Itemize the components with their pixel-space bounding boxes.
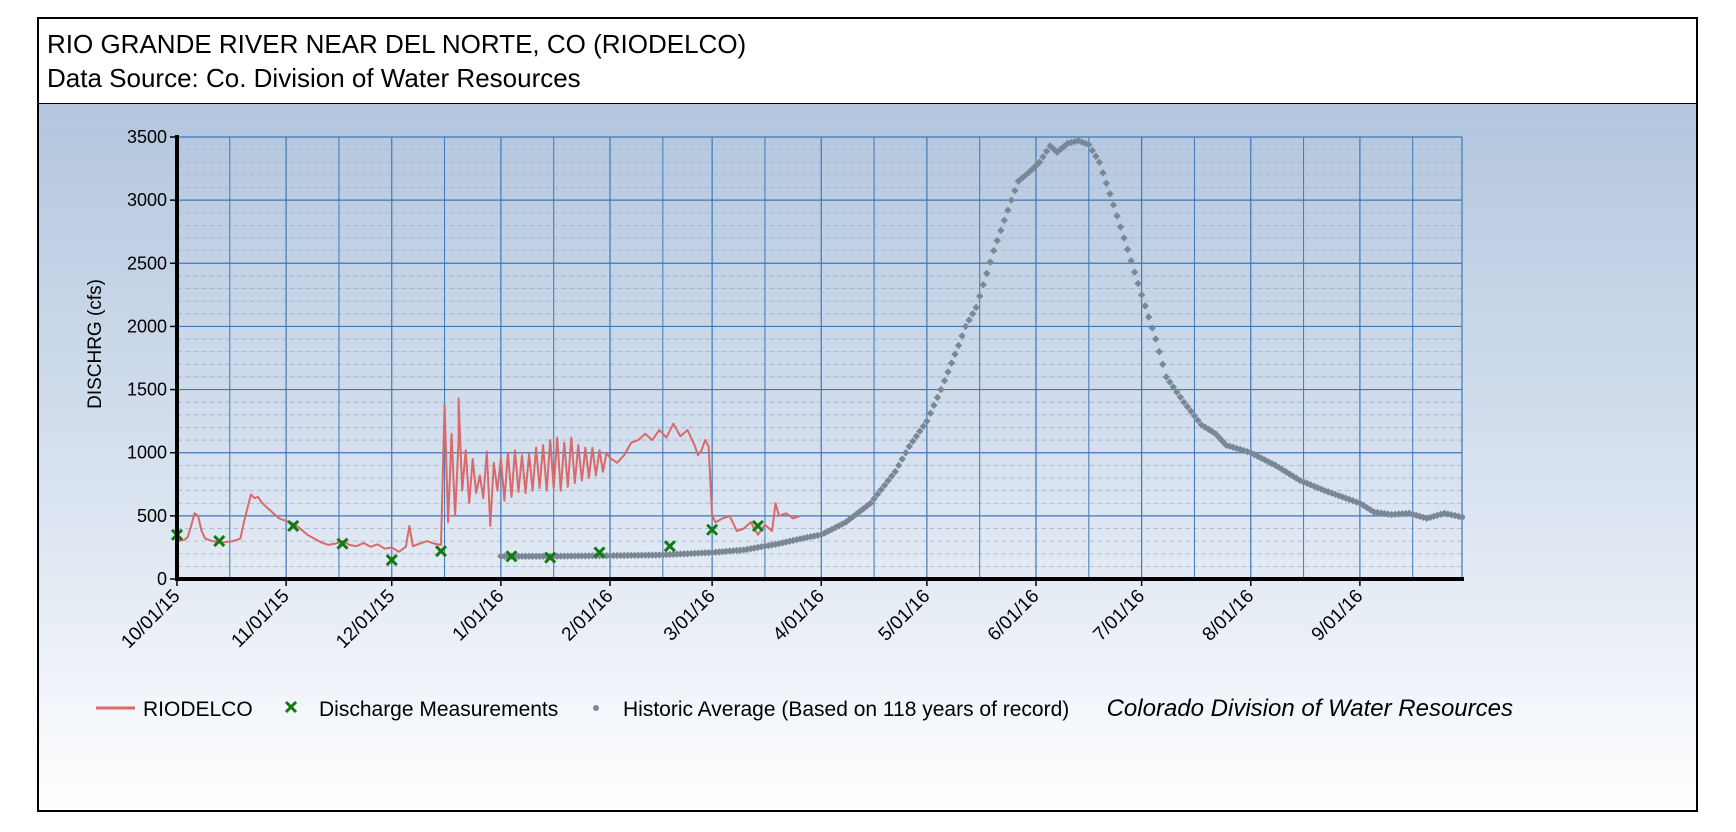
historic-average-point — [895, 461, 903, 470]
discharge-measurement-marker — [434, 545, 448, 558]
historic-average-point — [961, 322, 970, 331]
historic-average-point — [965, 316, 973, 324]
historic-average-point — [923, 417, 931, 425]
y-axis-ticks: 0 500 1000 1500 2000 2500 3000 3500 — [127, 127, 177, 589]
historic-average-point — [947, 359, 956, 367]
historic-average-point — [997, 226, 1005, 235]
historic-average-point — [986, 258, 994, 266]
marker-stroke — [751, 519, 764, 533]
historic-average-point — [916, 427, 924, 435]
riodelco-series — [176, 397, 801, 553]
discharge-measurement-marker — [663, 540, 676, 553]
historic-average-point — [1004, 206, 1012, 214]
axes — [175, 135, 1464, 581]
chart-header: RIO GRANDE RIVER NEAR DEL NORTE, CO (RIO… — [39, 19, 1696, 104]
historic-average-point — [912, 432, 920, 440]
historic-average-point — [887, 472, 896, 480]
historic-average-point — [926, 409, 935, 417]
historic-average-point — [884, 477, 892, 485]
marker-stroke — [544, 551, 557, 564]
y-tick-label: 1000 — [127, 443, 167, 463]
historic-average-point — [880, 481, 889, 489]
discharge-measurement-marker — [544, 551, 557, 564]
discharge-measurement-marker — [706, 523, 719, 536]
historic-average-point — [937, 385, 945, 394]
chart-frame: RIO GRANDE RIVER NEAR DEL NORTE, CO (RIO… — [37, 17, 1698, 812]
chart-subtitle: Data Source: Co. Division of Water Resou… — [47, 63, 581, 93]
historic-average-point — [976, 292, 984, 300]
discharge-measurement-marker — [213, 535, 226, 548]
historic-average-point — [1459, 514, 1465, 521]
marker-stroke — [385, 553, 398, 567]
historic-average-point — [909, 437, 917, 446]
marker-stroke — [593, 546, 606, 559]
y-axis-title: DISCHRG (cfs) — [85, 279, 106, 409]
discharge-measurement-marker — [287, 519, 300, 533]
historic-average-point — [944, 368, 952, 376]
chart-title: RIO GRANDE RIVER NEAR DEL NORTE, CO (RIO… — [47, 29, 747, 59]
y-tick-label: 3000 — [127, 190, 167, 210]
historic-average-point — [933, 393, 942, 402]
historic-average-point — [1187, 407, 1195, 415]
marker-stroke — [336, 537, 349, 550]
historic-average-point — [1194, 416, 1202, 425]
historic-average-point — [940, 377, 949, 385]
historic-average-point — [877, 486, 885, 494]
marker-stroke — [505, 550, 518, 563]
historic-average-point — [951, 350, 959, 358]
grid-lines — [176, 136, 1463, 580]
marker-stroke — [213, 535, 226, 548]
discharge-measurement-marker — [336, 537, 349, 550]
marker-stroke — [706, 523, 719, 536]
y-tick-label: 0 — [157, 569, 167, 589]
discharge-measurement-marker — [593, 546, 606, 559]
discharge-measurement-marker — [505, 550, 518, 563]
y-tick-label: 1500 — [127, 380, 167, 400]
discharge-measurement-marker — [751, 519, 764, 533]
historic-average-point — [902, 449, 910, 457]
historic-average-point — [919, 422, 928, 430]
marker-stroke — [287, 519, 300, 533]
y-tick-label: 500 — [137, 506, 167, 526]
historic-average-point — [891, 467, 899, 476]
discharge-measurement-marker — [385, 553, 398, 567]
historic-average-point — [870, 495, 878, 503]
riodelco-line — [176, 397, 801, 553]
historic-average-point — [866, 499, 875, 507]
y-tick-label: 2500 — [127, 253, 167, 273]
historic-average-point — [1035, 158, 1044, 166]
marker-stroke — [434, 545, 448, 558]
historic-average-point — [873, 490, 882, 498]
historic-average-point — [1000, 216, 1009, 225]
historic-average-point — [993, 236, 1001, 245]
historic-average-point — [972, 303, 980, 312]
historic-average-point — [954, 341, 963, 350]
y-tick-label: 3500 — [127, 127, 167, 147]
historic-average-point — [905, 442, 913, 451]
historic-average-point — [898, 455, 906, 463]
discharge-measurements-series — [170, 519, 764, 567]
historic-average-point — [990, 246, 998, 255]
y-tick-label: 2000 — [127, 316, 167, 336]
historic-average-point — [958, 332, 966, 340]
historic-average-point — [930, 401, 938, 410]
marker-stroke — [663, 540, 676, 553]
chart-background — [39, 104, 1696, 810]
